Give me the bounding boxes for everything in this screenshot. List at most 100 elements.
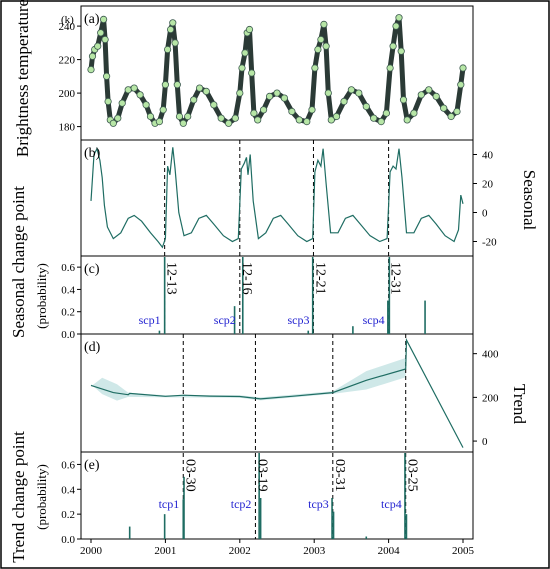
- brightness-temperature-point: [175, 112, 184, 121]
- brightness-temperature-point: [340, 97, 348, 106]
- brightness-temperature-point: [370, 114, 378, 122]
- trend-changepoint-date: 03-25: [405, 459, 420, 492]
- trend-changepoint-date: 03-19: [254, 459, 269, 492]
- brightness-temperature-point: [317, 35, 325, 44]
- y-tick-label: 0.2: [61, 307, 75, 319]
- x-tick-label: 2003: [303, 545, 326, 557]
- x-tick-label: 2002: [229, 545, 251, 557]
- y-tick-label: 180: [59, 122, 76, 134]
- brightness-temperature-point: [320, 20, 328, 28]
- brightness-temperature-point: [100, 15, 108, 23]
- trend-changepoint-label: tcp3: [308, 497, 329, 511]
- brightness-temperature-point: [124, 86, 132, 94]
- panel-c-ylabel: Seasonal change point: [9, 186, 28, 338]
- brightness-temperature-point: [382, 109, 390, 117]
- brightness-temperature-point: [332, 112, 341, 121]
- brightness-temperature-point: [347, 86, 355, 94]
- panel-a-unit: (k): [61, 14, 74, 26]
- y-tick-label: 200: [482, 392, 499, 404]
- brightness-temperature-point: [104, 97, 112, 106]
- brightness-temperature-point: [280, 94, 288, 102]
- brightness-temperature-point: [238, 64, 246, 72]
- seasonal-line: [90, 147, 464, 249]
- trend-line: [90, 337, 464, 448]
- brightness-temperature-point: [303, 118, 311, 126]
- brightness-temperature-point: [425, 86, 433, 94]
- x-tick-label: 2004: [378, 545, 401, 557]
- panel-e-tag: (e): [84, 458, 100, 473]
- y-tick-label: 20: [482, 179, 494, 191]
- y-tick-label: 0.0: [61, 534, 75, 546]
- brightness-temperature-point: [308, 106, 316, 114]
- brightness-temperature-point: [94, 42, 102, 50]
- brightness-temperature-point: [171, 39, 179, 47]
- brightness-temperature-point: [327, 116, 335, 124]
- brightness-temperature-point: [403, 116, 411, 124]
- brightness-temperature-point: [173, 81, 181, 89]
- x-tick-label: 2000: [80, 545, 103, 557]
- seasonal-changepoint-date: 12-16: [239, 262, 254, 295]
- brightness-temperature-point: [265, 92, 274, 101]
- panel-a-tag: (a): [84, 12, 100, 27]
- brightness-temperature-point: [161, 81, 169, 89]
- brightness-temperature-point: [453, 107, 461, 116]
- panel-e-ylabel-2: (probability): [34, 464, 49, 530]
- trend-changepoint-date: 03-30: [182, 459, 197, 492]
- brightness-temperature-point: [136, 91, 144, 99]
- brightness-temperature-point: [109, 119, 117, 127]
- brightness-temperature-point: [288, 107, 296, 116]
- brightness-temperature-point: [447, 112, 455, 121]
- brightness-temperature-point: [259, 106, 268, 114]
- brightness-temperature-point: [377, 118, 385, 126]
- brightness-temperature-point: [273, 89, 281, 97]
- brightness-temperature-point: [225, 119, 233, 127]
- y-tick-label: 0.0: [61, 329, 75, 341]
- seasonal-changepoint-date: 12-21: [312, 262, 327, 295]
- seasonal-changepoint-label: scp1: [139, 313, 161, 327]
- y-tick-label: 0.4: [61, 284, 75, 296]
- brightness-temperature-point: [457, 81, 465, 89]
- y-tick-label: 0.2: [61, 509, 75, 521]
- brightness-temperature-point: [295, 116, 303, 124]
- brightness-temperature-point: [155, 118, 163, 126]
- y-tick-label: 220: [59, 55, 76, 67]
- brightness-temperature-point: [355, 89, 363, 97]
- brightness-temperature-point: [167, 25, 175, 34]
- brightness-temperature-point: [410, 109, 418, 117]
- brightness-temperature-point: [245, 25, 254, 34]
- panel-a-ylabel: Brightness temperature: [13, 0, 32, 157]
- y-tick-label: 200: [59, 88, 76, 100]
- y-tick-label: 40: [482, 150, 494, 162]
- brightness-temperature-point: [314, 45, 322, 54]
- brightness-temperature-point: [250, 109, 258, 117]
- panel-c-ylabel-2: (probability): [34, 263, 49, 329]
- brightness-temperature-point: [103, 72, 111, 80]
- seasonal-changepoint-date: 12-13: [164, 262, 179, 295]
- brightness-temperature-point: [190, 96, 198, 104]
- x-tick-label: 2005: [452, 545, 475, 557]
- brightness-temperature-point: [417, 91, 425, 99]
- brightness-temperature-point: [164, 45, 172, 54]
- brightness-temperature-point: [241, 49, 249, 57]
- y-tick-label: 400: [482, 349, 499, 361]
- trend-changepoint-label: tcp2: [231, 497, 252, 511]
- brightness-temperature-point: [459, 64, 467, 72]
- brightness-temperature-point: [311, 64, 319, 72]
- brightness-temperature-point: [217, 114, 225, 122]
- seasonal-changepoint-label: scp2: [214, 313, 236, 327]
- brightness-temperature-point: [202, 87, 210, 96]
- panel-c-tag: (c): [84, 262, 100, 277]
- panel-b-ylabel: Seasonal: [520, 170, 539, 231]
- seasonal-changepoint-date: 12-31: [388, 262, 403, 295]
- brightness-temperature-point: [432, 92, 440, 101]
- brightness-temperature-point: [179, 119, 187, 127]
- panel-b-tag: (b): [84, 146, 101, 161]
- y-tick-label: 0: [482, 436, 488, 448]
- brightness-temperature-point: [88, 52, 97, 60]
- panel-d-tag: (d): [84, 340, 101, 355]
- brightness-temperature-point: [389, 42, 397, 50]
- brightness-temperature-point: [97, 29, 105, 37]
- brightness-temperature-point: [399, 96, 408, 104]
- brightness-temperature-point: [397, 47, 405, 55]
